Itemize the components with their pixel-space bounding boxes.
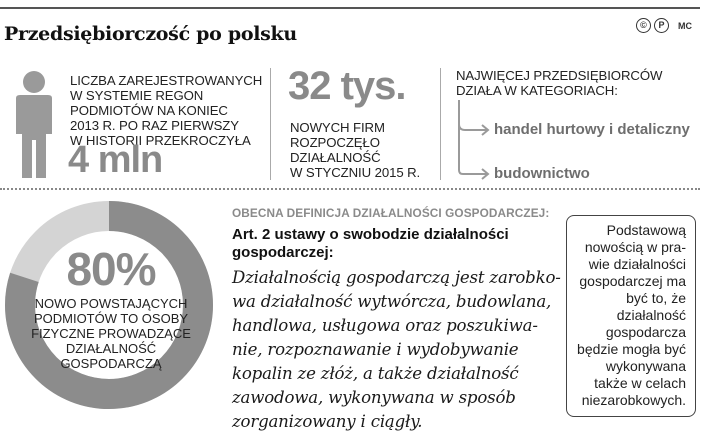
branch-arrows-icon	[458, 100, 490, 180]
stat1-line: 2013 R. PO RAZ PIERWSZY	[70, 118, 239, 133]
category-item: budownictwo	[494, 165, 590, 182]
stat1-value: 4 mln	[68, 139, 163, 181]
stat2-value: 32 tys.	[288, 64, 407, 108]
divider	[440, 68, 441, 180]
note-text: Podstawową nowością w pra- wie działalno…	[572, 222, 686, 409]
stat1-line: W HISTORII PRZEKROCZYŁA	[70, 133, 251, 148]
article-line: gospodarczej:	[232, 244, 334, 261]
quote-line: zawodowa, wykonywana w sposób	[232, 388, 516, 407]
ring-percent: 80%	[66, 243, 156, 295]
stat2-line: NOWYCH FIRM	[290, 120, 385, 135]
percentage-ring	[5, 201, 213, 409]
note-line: działalność	[616, 307, 686, 323]
definition-quote: Działalnością gospodarczą jest zarobko- …	[232, 266, 561, 434]
stat2-text: NOWYCH FIRM ROZPOCZĘŁO DZIAŁALNOŚĆ W STY…	[290, 120, 420, 180]
category-item: handel hurtowy i detaliczny	[494, 121, 690, 138]
stat1-line: PODMIOTÓW NA KONIEC	[70, 103, 228, 118]
note-line: będzie mogła być	[577, 341, 686, 357]
quote-line: zorganizowany i ciągły.	[232, 412, 423, 431]
note-line: gospodarcza	[605, 324, 686, 340]
stat1-line: W SYSTEMIE REGON	[70, 88, 204, 103]
p-mark-icon: P	[654, 18, 669, 33]
stat3-heading-line: NAJWIĘCEJ PRZEDSIĘBIORCÓW	[456, 68, 663, 83]
note-line: także w celach	[594, 375, 686, 391]
note-line: wykonywana	[605, 358, 686, 374]
quote-line: nie, rozpoznawanie i wydobywanie	[232, 340, 519, 359]
note-line: wie działalności	[588, 256, 686, 272]
article-reference: Art. 2 ustawy o swobodzie działalności g…	[232, 226, 509, 262]
article-line: Art. 2 ustawy o swobodzie działalności	[232, 226, 509, 243]
ring-caption-line: PODMIOTÓW TO OSOBY	[33, 311, 189, 326]
person-icon	[16, 71, 52, 178]
quote-line: handlowa, usługowa oraz poszukiwa-	[232, 316, 538, 335]
stat2-line: W STYCZNIU 2015 R.	[290, 165, 421, 180]
ring-caption-line: NOWO POWSTAJĄCYCH	[34, 296, 188, 311]
note-line: Podstawową	[606, 222, 686, 238]
copyright-icon: ©	[636, 18, 651, 33]
section-separator	[0, 188, 700, 190]
stat2-line: ROZPOCZĘŁO	[290, 135, 380, 150]
top-rule	[0, 7, 700, 9]
ring-caption: NOWO POWSTAJĄCYCH PODMIOTÓW TO OSOBY FIZ…	[0, 296, 222, 371]
credits: © P MC	[636, 18, 692, 33]
author-initials: MC	[678, 20, 692, 31]
stat1-text: LICZBA ZAREJESTROWANYCH W SYSTEMIE REGON…	[70, 73, 262, 148]
ring-fill	[5, 201, 213, 409]
stat1-line: LICZBA ZAREJESTROWANYCH	[70, 73, 263, 88]
note-line: gospodarczej ma	[579, 273, 686, 289]
definition-heading: OBECNA DEFINICJA DZIAŁALNOŚCI GOSPODARCZ…	[232, 206, 550, 220]
page-title: Przedsiębiorczość po polsku	[4, 23, 297, 45]
quote-line: Działalnością gospodarczą jest zarobko-	[232, 268, 561, 287]
stat3-heading-line: DZIAŁA W KATEGORIACH:	[456, 83, 618, 98]
stat2-line: DZIAŁALNOŚĆ	[290, 150, 381, 165]
ring-caption-line: GOSPODARCZĄ	[60, 356, 162, 371]
note-line: nowością w pra-	[584, 239, 686, 255]
stat3-heading: NAJWIĘCEJ PRZEDSIĘBIORCÓW DZIAŁA W KATEG…	[456, 68, 662, 98]
quote-line: kopalin ze złóż, a także działalność	[232, 364, 519, 383]
ring-caption-line: FIZYCZNE PROWADZĄCE	[31, 326, 191, 341]
note-line: być to, że	[626, 290, 686, 306]
note-box	[566, 215, 696, 417]
divider	[270, 68, 271, 180]
ring-caption-line: DZIAŁALNOŚĆ	[65, 341, 157, 356]
quote-line: wa działalność wytwórcza, budowlana,	[232, 292, 552, 311]
note-line: niezarobkowych.	[581, 392, 686, 408]
